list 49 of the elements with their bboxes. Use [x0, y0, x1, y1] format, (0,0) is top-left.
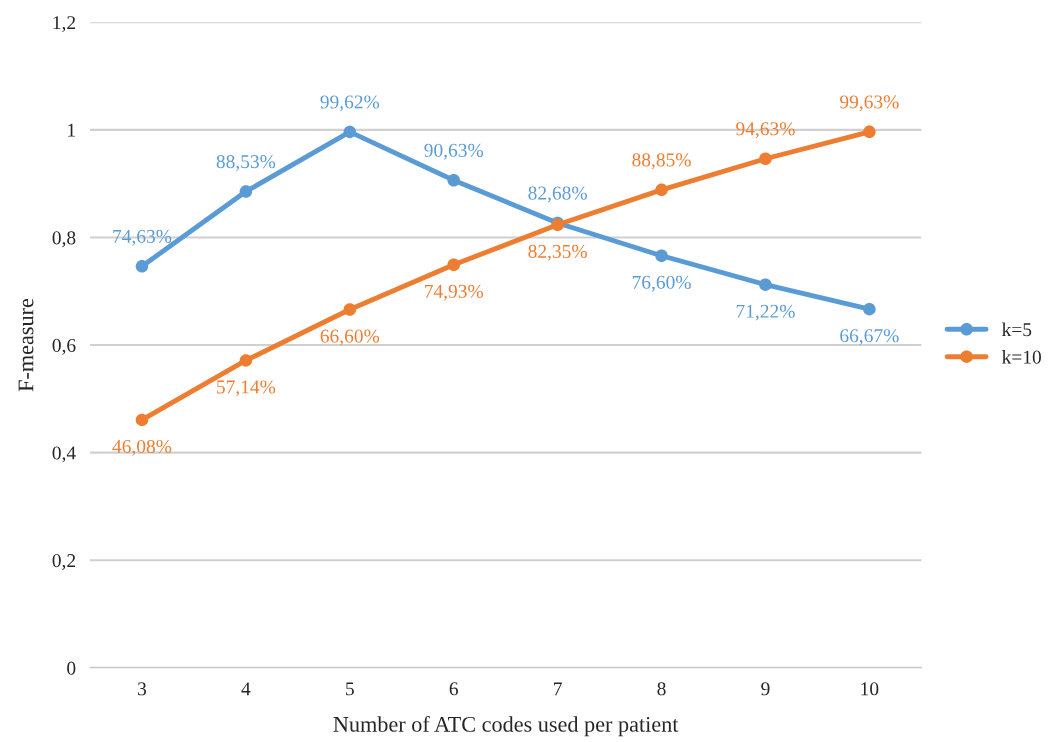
y-tick-label: 0,8: [52, 231, 76, 248]
y-tick-label: 1: [68, 123, 75, 137]
point: [655, 183, 668, 197]
legend-label: k=10: [1001, 350, 1041, 364]
y-tick-label: 0,2: [52, 554, 76, 570]
data-label: 74,93%: [425, 284, 484, 301]
x-tick-label: 10: [861, 682, 879, 696]
point: [239, 185, 253, 198]
x-tick-label: 9: [761, 682, 770, 696]
data-label: 46,08%: [112, 439, 172, 456]
data-label: 82,68%: [528, 186, 587, 203]
x-tick-label: 7: [554, 682, 562, 696]
x-tick-label: 6: [449, 682, 458, 696]
data-label: 88,85%: [632, 153, 691, 170]
y-tick-label: 0,6: [52, 338, 76, 355]
point: [447, 174, 460, 187]
data-label: 57,14%: [217, 380, 276, 397]
legend-label: k=5: [1001, 322, 1032, 337]
point: [239, 354, 253, 367]
data-label: 76,60%: [632, 275, 691, 292]
x-axis-title: Number of ATC codes used per patient: [333, 715, 679, 737]
x-tick-label: 4: [241, 682, 251, 696]
point: [135, 413, 149, 427]
point: [343, 125, 357, 139]
x-tick-label: 3: [138, 682, 147, 696]
data-label: 66,67%: [840, 329, 899, 346]
point: [759, 278, 772, 291]
y-tick-label: 0,4: [52, 446, 76, 463]
data-label: 90,63%: [424, 143, 484, 160]
point: [863, 125, 876, 139]
point: [343, 303, 357, 316]
x-tick-label: 8: [657, 682, 666, 696]
point: [655, 249, 668, 262]
data-label: 99,62%: [320, 95, 380, 112]
point: [447, 258, 460, 271]
y-axis-title: F-measure: [18, 298, 34, 392]
data-label: 88,53%: [216, 155, 276, 171]
data-label: 74,63%: [113, 229, 172, 246]
x-tick-label: 5: [346, 682, 354, 696]
y-tick-label: 1,2: [53, 16, 76, 32]
data-label: 71,22%: [736, 304, 795, 321]
point: [759, 152, 772, 165]
data-label: 99,63%: [840, 95, 899, 112]
point: [135, 260, 149, 273]
data-label: 82,35%: [528, 244, 587, 261]
point: [863, 302, 876, 316]
data-label: 94,63%: [736, 122, 795, 139]
y-tick-label: 0: [67, 661, 76, 675]
data-label: 66,60%: [320, 329, 380, 346]
